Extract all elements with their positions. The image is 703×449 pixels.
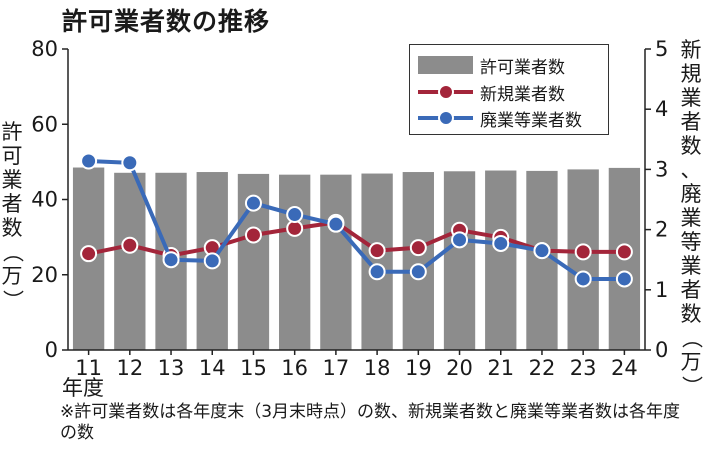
x-tick-label: 11 bbox=[75, 356, 102, 380]
x-tick-label: 15 bbox=[240, 356, 267, 380]
y-left-tick-label: 80 bbox=[31, 37, 58, 61]
legend-label: 新規業者数 bbox=[480, 84, 565, 105]
point-1-16 bbox=[286, 219, 304, 237]
legend-swatch-line bbox=[418, 83, 473, 101]
point-1-18 bbox=[368, 242, 386, 260]
legend-label: 許可業者数 bbox=[480, 57, 565, 78]
y-left-tick-label: 40 bbox=[31, 188, 58, 212]
point-1-15 bbox=[244, 226, 262, 244]
y-right-tick-label: 5 bbox=[655, 37, 668, 61]
x-tick-label: 18 bbox=[364, 356, 391, 380]
bar-17 bbox=[320, 174, 352, 350]
x-tick-label: 22 bbox=[529, 356, 556, 380]
x-tick-label: 13 bbox=[158, 356, 185, 380]
x-tick-label: 24 bbox=[611, 356, 638, 380]
point-2-13 bbox=[162, 251, 180, 269]
y-right-tick-label: 3 bbox=[655, 157, 668, 181]
point-1-11 bbox=[80, 245, 98, 263]
point-2-17 bbox=[327, 215, 345, 233]
legend-swatch-bar bbox=[418, 56, 473, 74]
x-tick-label: 17 bbox=[323, 356, 350, 380]
x-tick-label: 19 bbox=[405, 356, 432, 380]
x-tick-label: 23 bbox=[570, 356, 597, 380]
legend-item-closed: 廃業等業者数 bbox=[418, 106, 582, 131]
bar-22 bbox=[526, 170, 558, 350]
point-2-22 bbox=[533, 242, 551, 260]
y-left-tick-label: 0 bbox=[45, 338, 58, 362]
bar-21 bbox=[485, 170, 517, 350]
point-2-14 bbox=[203, 252, 221, 270]
point-2-11 bbox=[80, 152, 98, 170]
lines-layer bbox=[80, 152, 633, 288]
chart-title: 許可業者数の推移 bbox=[62, 7, 271, 36]
bar-19 bbox=[402, 172, 434, 350]
x-tick-label: 20 bbox=[446, 356, 473, 380]
bar-20 bbox=[443, 171, 476, 350]
x-tick-label: 21 bbox=[487, 356, 514, 380]
point-2-18 bbox=[368, 263, 386, 281]
legend-label: 廃業等業者数 bbox=[480, 110, 582, 131]
y-right-tick-label: 1 bbox=[655, 278, 668, 302]
y-right-tick-label: 0 bbox=[655, 338, 668, 362]
bar-16 bbox=[279, 174, 311, 350]
y-right-tick-label: 4 bbox=[655, 97, 668, 121]
x-tick-label: 14 bbox=[199, 356, 226, 380]
point-2-12 bbox=[121, 154, 139, 172]
point-2-24 bbox=[615, 270, 633, 288]
legend: 許可業者数 新規業者数 廃業等業者数 bbox=[409, 44, 609, 135]
point-2-23 bbox=[574, 270, 592, 288]
y-left-tick-label: 60 bbox=[31, 112, 58, 136]
x-tick-label: 12 bbox=[116, 356, 143, 380]
y-right-tick-label: 2 bbox=[655, 218, 668, 242]
point-2-15 bbox=[244, 194, 262, 212]
point-1-12 bbox=[121, 236, 139, 254]
point-1-24 bbox=[615, 243, 633, 261]
x-tick-label: 16 bbox=[281, 356, 308, 380]
y-axis-left-label: 許可業者数（万） bbox=[0, 120, 24, 311]
footnote: ※許可業者数は各年度末（3月末時点）の数、新規業者数と廃業等業者数は各年度の数 bbox=[60, 402, 681, 443]
point-2-21 bbox=[492, 234, 510, 252]
legend-item-permits: 許可業者数 bbox=[418, 53, 565, 78]
point-1-19 bbox=[409, 239, 427, 257]
point-2-19 bbox=[409, 263, 427, 281]
y-axis-right-label: 新規業者数、廃業等業者数（万） bbox=[679, 38, 703, 397]
legend-item-new: 新規業者数 bbox=[418, 80, 565, 105]
bar-12 bbox=[114, 172, 146, 350]
point-1-23 bbox=[574, 243, 592, 261]
point-2-20 bbox=[451, 231, 469, 249]
y-left-tick-label: 20 bbox=[31, 263, 58, 287]
legend-swatch-line bbox=[418, 109, 473, 127]
x-axis-unit-label: 年度 bbox=[62, 376, 104, 400]
point-2-16 bbox=[286, 206, 304, 224]
